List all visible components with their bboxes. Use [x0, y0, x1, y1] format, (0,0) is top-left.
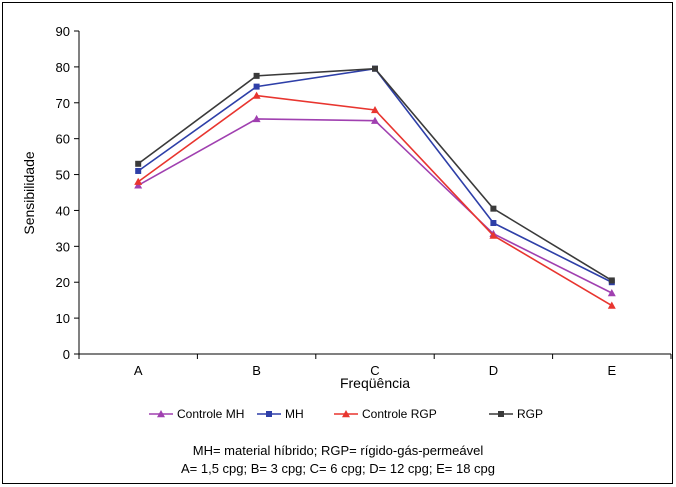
series-mh [135, 65, 615, 286]
x-tick-label: C [370, 363, 379, 378]
x-tick-label: B [252, 363, 261, 378]
data-point [371, 116, 379, 124]
legend-item: Controle RGP [334, 407, 437, 421]
legend-marker [342, 410, 350, 418]
data-point [134, 177, 143, 185]
chart-legend: Controle MH MH Controle RGP RGP [149, 407, 543, 421]
legend-item: MH [257, 407, 304, 421]
series-line [137, 67, 613, 283]
data-point [372, 65, 378, 72]
series-line [137, 94, 613, 307]
x-axis-label: Freqüência [340, 375, 410, 391]
legend-marker [157, 410, 165, 418]
x-tick-label: E [607, 363, 616, 378]
y-tick-label: 10 [56, 311, 70, 326]
series-controle-mh [134, 114, 616, 297]
data-point [490, 220, 497, 227]
y-tick-label: 30 [56, 239, 70, 254]
series-controle-rgp [134, 91, 616, 309]
legend-item: RGP [489, 407, 543, 421]
series-rgp [135, 65, 615, 284]
y-tick-label: 0 [63, 347, 70, 362]
legend-label: Controle MH [177, 407, 244, 421]
data-point [135, 167, 142, 174]
y-axis-label: Sensibilidade [21, 151, 37, 234]
series-line [137, 67, 613, 282]
data-point [607, 288, 616, 297]
y-tick-label: 60 [56, 132, 70, 147]
y-tick-label: 70 [56, 96, 70, 111]
data-point [253, 72, 260, 79]
data-point [607, 301, 616, 309]
data-point [135, 160, 142, 167]
legend-item: Controle MH [149, 407, 244, 421]
y-tick-label: 50 [56, 168, 70, 183]
chart-series [134, 65, 616, 309]
legend-label: RGP [517, 407, 543, 421]
series-line [137, 118, 613, 294]
data-point [371, 105, 379, 114]
y-tick-label: 90 [56, 24, 70, 39]
data-point [489, 231, 498, 239]
y-tick-label: 20 [56, 275, 70, 290]
data-point [252, 114, 261, 123]
y-tick-label: 40 [56, 203, 70, 218]
caption-line-2: A= 1,5 cpg; B= 3 cpg; C= 6 cpg; D= 12 cp… [180, 461, 495, 476]
legend-label: MH [285, 407, 304, 421]
chart-axes: 0 10 20 30 40 50 60 70 80 90 A B C D E [56, 24, 672, 378]
data-point [252, 91, 261, 99]
legend-label: Controle RGP [362, 407, 437, 421]
data-point [608, 277, 615, 284]
data-point [253, 83, 260, 90]
legend-marker [266, 411, 272, 417]
legend-marker [498, 411, 504, 417]
caption-line-1: MH= material híbrido; RGP= rígido-gás-pe… [192, 443, 484, 458]
x-tick-label: D [489, 363, 498, 378]
data-point [490, 205, 497, 212]
y-tick-label: 80 [56, 60, 70, 75]
x-tick-label: A [134, 363, 143, 378]
